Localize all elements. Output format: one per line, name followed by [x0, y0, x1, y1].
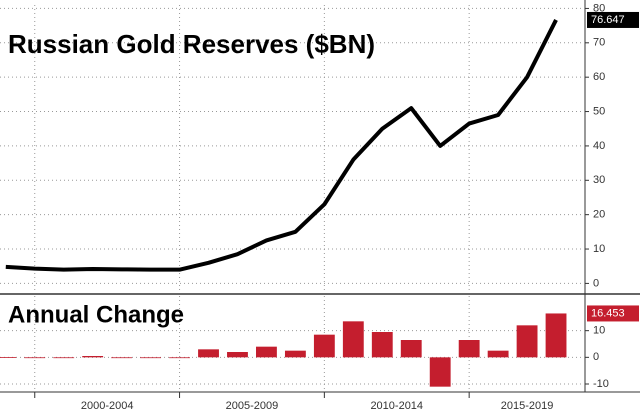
bar	[24, 357, 46, 359]
bar	[140, 357, 162, 359]
bar	[227, 352, 248, 358]
y-tick-label: 10	[593, 325, 605, 337]
x-tick-label: 2005-2009	[226, 400, 279, 412]
bar	[53, 357, 75, 359]
y-tick-label: 20	[593, 209, 605, 221]
bar	[284, 350, 306, 358]
bar	[198, 349, 219, 358]
bar	[342, 321, 364, 358]
y-tick-label: 10	[593, 243, 605, 255]
bar	[400, 340, 422, 358]
bar	[487, 350, 509, 358]
y-tick-label: 0	[593, 277, 599, 289]
chart-title: Annual Change	[8, 301, 184, 328]
last-value-label: 76.647	[591, 14, 625, 26]
bar	[82, 356, 104, 358]
y-tick-label: 30	[593, 174, 605, 186]
line-series	[5, 19, 558, 272]
x-tick-label: 2000-2004	[81, 400, 134, 412]
y-tick-label: -10	[593, 378, 609, 390]
x-tick-label: 2010-2014	[370, 400, 423, 412]
bar	[0, 357, 17, 358]
last-value-label: 16.453	[591, 307, 625, 319]
bar	[429, 357, 451, 387]
bar	[111, 357, 133, 359]
bar	[458, 340, 480, 358]
bar	[545, 313, 567, 358]
bar	[371, 332, 393, 358]
y-tick-label: 50	[593, 105, 605, 117]
bar	[169, 357, 190, 359]
y-tick-label: 60	[593, 71, 605, 83]
bar	[313, 334, 335, 358]
last-value-box	[587, 11, 639, 28]
y-tick-label: 40	[593, 140, 605, 152]
last-value-box	[587, 305, 639, 322]
bar	[256, 346, 277, 358]
y-tick-label: 0	[593, 351, 599, 363]
chart-title: Russian Gold Reserves ($BN)	[8, 29, 375, 59]
bar	[516, 325, 538, 358]
y-tick-label: 80	[593, 2, 605, 14]
y-tick-label: 70	[593, 37, 605, 49]
x-tick-label: 2015-2019	[501, 400, 554, 412]
